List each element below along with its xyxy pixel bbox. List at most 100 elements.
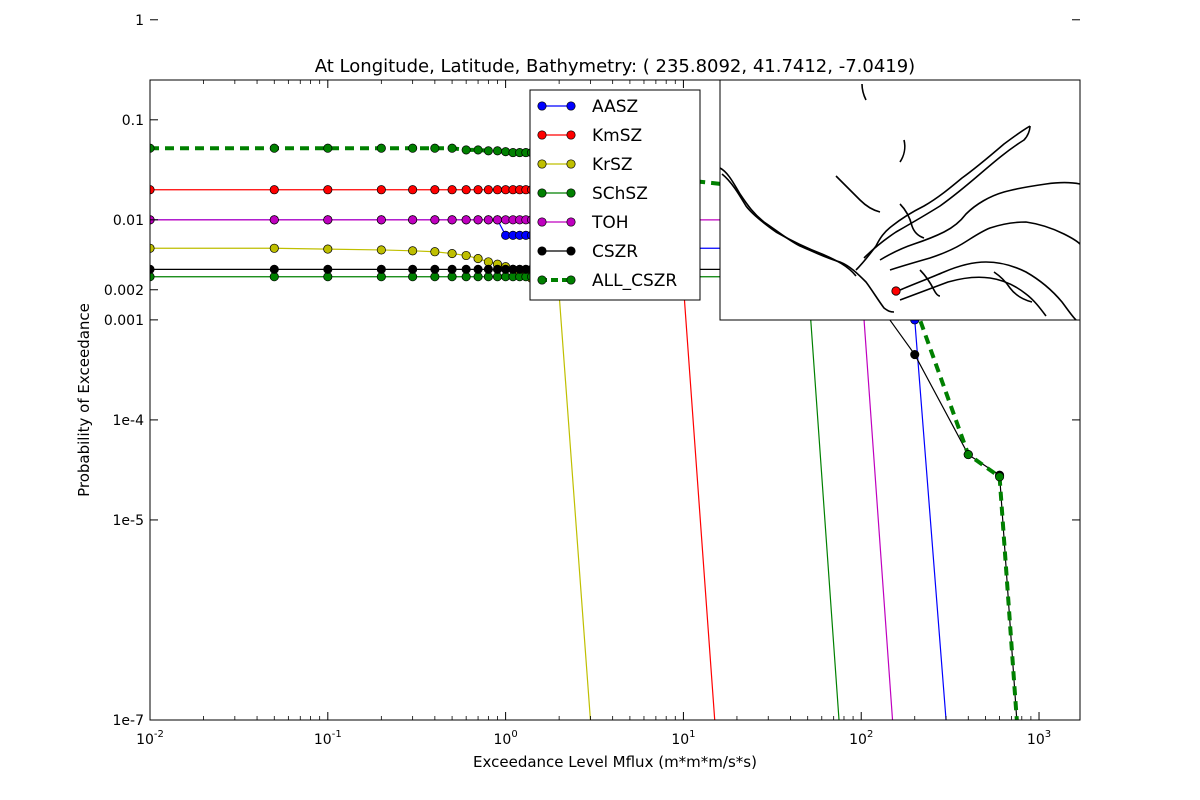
legend-marker [566,217,576,227]
legend-marker [537,130,547,140]
y-tick-label: 0.001 [104,313,144,329]
data-point-cszr [483,264,493,274]
x-tick-label: 10-1 [314,729,342,748]
x-tick-label: 10-2 [136,729,164,748]
y-tick-label: 1e-4 [113,413,145,429]
chart-title: At Longitude, Latitude, Bathymetry: ( 23… [315,56,915,77]
legend-label-schsz: SChSZ [592,184,648,204]
x-tick-label: 100 [494,729,518,748]
legend-box [529,89,701,301]
inset-map-frame [719,79,1081,321]
legend-marker [537,217,547,227]
legend-marker [566,130,576,140]
data-point-krsz [376,245,386,255]
legend-marker [537,159,547,169]
legend-label-aasz: AASZ [592,97,638,117]
series-line-krsz [150,247,592,720]
data-point-cszr [461,264,471,274]
data-point-kmsz [447,185,457,195]
legend-label-toh: TOH [591,213,629,233]
data-point-cszr [376,264,386,274]
data-point-toh [430,215,440,225]
data-point-toh [269,215,279,225]
plot-frame [149,79,1081,721]
x-tick-label: 102 [849,729,873,748]
data-point-all_cszr [483,146,493,156]
data-point-kmsz [430,185,440,195]
location-marker [891,286,901,296]
data-point-cszr [269,264,279,274]
x-tick-label: 103 [1027,729,1051,748]
legend-marker [566,159,576,169]
data-point-cszr [408,264,418,274]
y-tick-label: 0.01 [113,213,144,229]
data-point-cszr [430,264,440,274]
inset-map [719,79,1081,321]
data-point-all_cszr [269,143,279,153]
data-point-toh [473,215,483,225]
data-point-kmsz [473,185,483,195]
plot-area [150,143,1019,720]
data-point-toh [483,215,493,225]
legend-label-krsz: KrSZ [592,155,633,175]
data-point-cszr [447,264,457,274]
data-point-all_cszr [473,145,483,155]
y-tick-label: 0.002 [104,283,144,299]
data-point-kmsz [492,185,503,195]
coastline-icon [719,83,1081,321]
data-point-all_cszr [408,143,418,153]
ticks-layer: 10-2 10-1 100 101 102 103 1 0.1 0.01 0.002 0.001 1e… [104,13,1080,748]
y-tick-label: 1e-7 [113,713,144,729]
data-point-kmsz [461,185,471,195]
data-point-all_cszr [995,472,1005,482]
x-axis-label: Exceedance Level Mflux (m*m*m/s*s) [473,753,757,771]
data-point-krsz [430,247,440,257]
data-point-all_cszr [430,143,440,153]
data-point-all_cszr [492,146,503,156]
data-point-all_cszr [963,450,973,460]
data-point-all_cszr [461,145,471,155]
data-point-krsz [323,244,333,254]
data-point-krsz [408,246,418,256]
y-tick-label: 1e-5 [113,513,144,529]
legend-marker [566,246,576,256]
data-point-kmsz [376,185,386,195]
data-point-krsz [461,250,471,261]
y-tick-label: 0.1 [122,113,144,129]
data-point-kmsz [323,185,333,195]
legend-marker [566,275,576,285]
data-point-all_cszr [376,143,386,153]
legend-marker [566,188,576,198]
legend-label-cszr: CSZR [592,242,638,262]
data-point-cszr [492,264,503,274]
data-point-krsz [269,243,279,253]
series-layer [150,143,1019,720]
data-point-cszr [910,350,920,360]
series-line-all_cszr [150,146,1019,720]
legend-marker [537,246,547,256]
legend-marker [566,101,576,111]
x-tick-label: 101 [671,729,695,748]
data-point-krsz [473,254,483,264]
data-point-kmsz [269,185,279,195]
data-point-all_cszr [447,143,457,153]
data-point-toh [408,215,418,225]
legend-marker [537,275,547,285]
legend-label-kmsz: KmSZ [592,126,642,146]
legend-marker [537,188,547,198]
series-line-schsz [150,276,840,720]
data-point-toh [323,215,333,225]
data-point-toh [376,215,386,225]
y-axis-label: Probability of Exceedance [75,303,93,497]
y-tick-label: 1 [135,13,144,29]
data-point-toh [447,215,457,225]
data-point-cszr [323,264,333,274]
legend-marker [537,101,547,111]
data-point-all_cszr [323,143,333,153]
data-point-toh [492,215,503,225]
data-point-toh [461,215,471,225]
legend: AASZ KmSZ KrSZ SChSZ TOH CSZR ALL_CSZR [529,89,701,301]
series-line-cszr [150,268,1018,720]
data-point-kmsz [408,185,418,195]
